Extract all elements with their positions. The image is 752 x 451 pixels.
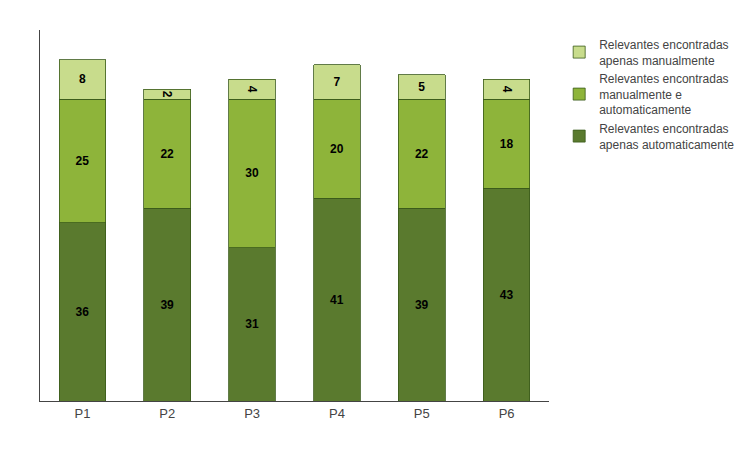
svg-text:P1: P1: [74, 406, 90, 421]
svg-text:30: 30: [245, 166, 259, 180]
svg-text:22: 22: [160, 147, 174, 161]
svg-text:P6: P6: [499, 406, 515, 421]
svg-text:43: 43: [500, 288, 514, 302]
svg-text:20: 20: [330, 142, 344, 156]
svg-text:5: 5: [418, 80, 425, 94]
svg-text:2: 2: [160, 91, 174, 98]
svg-text:18: 18: [500, 137, 514, 151]
svg-text:P2: P2: [159, 406, 175, 421]
svg-text:39: 39: [415, 298, 429, 312]
svg-text:7: 7: [333, 75, 340, 89]
svg-text:Relevantes encontradasapenas m: Relevantes encontradasapenas manualmente: [599, 38, 728, 68]
svg-text:4: 4: [500, 86, 514, 93]
svg-text:P5: P5: [414, 406, 430, 421]
svg-text:Relevantes encontradasapenas a: Relevantes encontradasapenas automaticam…: [599, 122, 734, 152]
svg-text:P3: P3: [244, 406, 260, 421]
svg-text:8: 8: [79, 72, 86, 86]
svg-text:31: 31: [245, 317, 259, 331]
svg-text:25: 25: [76, 154, 90, 168]
svg-text:22: 22: [415, 147, 429, 161]
svg-text:P4: P4: [329, 406, 345, 421]
svg-text:39: 39: [160, 298, 174, 312]
svg-text:Relevantes encontradasmanualme: Relevantes encontradasmanualmente eautom…: [599, 72, 728, 117]
svg-text:36: 36: [76, 305, 90, 319]
svg-text:4: 4: [245, 86, 259, 93]
svg-text:41: 41: [330, 293, 344, 307]
